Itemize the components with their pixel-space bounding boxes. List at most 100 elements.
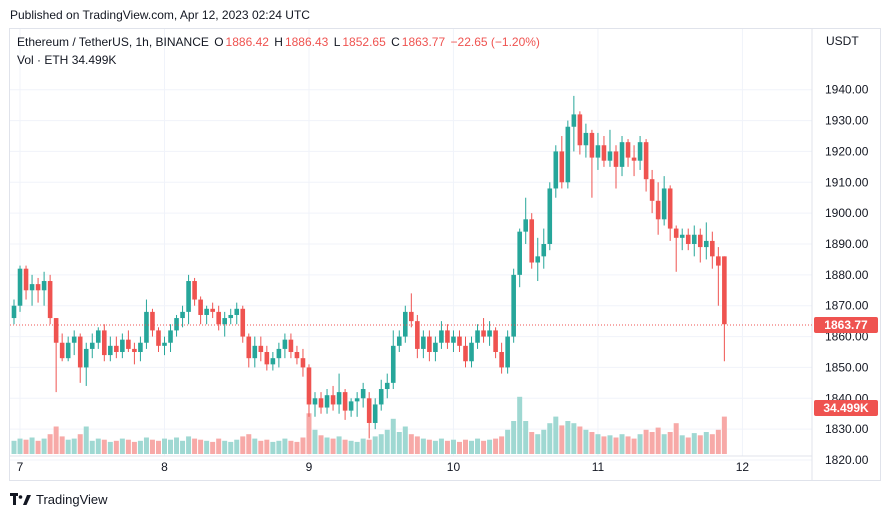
legend-close-label: C — [391, 35, 400, 49]
volume-bar — [312, 429, 318, 454]
candle-body — [535, 256, 541, 263]
volume-bar — [402, 426, 408, 454]
legend-open-label: O — [214, 35, 224, 49]
volume-bar — [625, 436, 631, 454]
candle-body — [595, 145, 601, 158]
candle-body — [505, 336, 510, 368]
volume-bar — [456, 441, 462, 454]
volume-bar — [131, 441, 137, 454]
candle-body — [631, 157, 637, 161]
candle-body — [679, 234, 685, 238]
x-tick-label: 8 — [161, 460, 168, 474]
y-tick-label: 1910.00 — [825, 175, 869, 189]
candle-body — [240, 308, 246, 337]
candle-body — [210, 308, 215, 312]
volume-bar — [709, 434, 715, 454]
candle-body — [95, 330, 101, 343]
candle-body — [607, 151, 613, 161]
volume-bar — [631, 438, 637, 454]
volume-bar — [53, 426, 59, 454]
volume-bar — [216, 438, 222, 454]
candle-body — [83, 348, 89, 368]
volume-bar — [186, 436, 192, 454]
volume-bar — [204, 440, 210, 454]
candle-body — [571, 114, 577, 127]
candle-body — [264, 352, 270, 365]
candle-body — [65, 342, 71, 359]
candle-body — [228, 314, 234, 319]
candle-body — [637, 142, 643, 161]
candle-body — [41, 281, 47, 291]
volume-bar — [101, 439, 107, 454]
x-tick-label: 12 — [736, 460, 750, 474]
legend-change: −22.65 (−1.20%) — [450, 35, 540, 49]
volume-bar — [535, 434, 541, 454]
volume-bar — [125, 439, 131, 454]
volume-bar — [715, 429, 721, 454]
legend-open-value: 1886.42 — [225, 35, 269, 49]
candle-body — [294, 352, 300, 359]
candle-body — [697, 234, 703, 248]
candle-body — [168, 330, 173, 343]
candle-body — [415, 321, 420, 349]
volume-bar — [703, 432, 709, 454]
y-tick-label: 1940.00 — [825, 83, 869, 97]
volume-bar — [95, 438, 101, 454]
volume-bar — [89, 440, 95, 454]
candle-body — [150, 311, 155, 331]
candle-body — [288, 339, 294, 353]
candle-body — [390, 345, 396, 383]
x-tick-label: 11 — [592, 460, 605, 474]
candle-body — [276, 348, 282, 359]
legend-volume: Vol · ETH 34.499K — [17, 53, 116, 67]
candle-body — [511, 274, 516, 337]
candle-body — [53, 318, 59, 343]
volume-bar — [601, 436, 607, 454]
candle-body — [108, 345, 113, 356]
candle-body — [661, 188, 667, 220]
volume-bar — [264, 439, 270, 454]
volume-bar — [667, 432, 673, 454]
candle-body — [258, 345, 264, 353]
y-tick-label: 1890.00 — [825, 237, 869, 251]
chart-frame — [9, 28, 881, 481]
volume-bar — [414, 436, 420, 454]
candle-body — [601, 145, 607, 161]
volume-bar — [17, 438, 23, 454]
candle-body — [282, 339, 288, 349]
volume-bar — [499, 436, 505, 454]
volume-bar — [330, 438, 336, 454]
footer-brand[interactable]: TradingView — [10, 492, 108, 507]
volume-bar — [41, 438, 47, 454]
y-tick-label: 1820.00 — [825, 453, 869, 467]
candle-body — [396, 336, 402, 346]
volume-bar — [35, 440, 41, 454]
candle-body — [336, 392, 342, 405]
volume-bar — [83, 426, 89, 454]
candle-body — [330, 395, 336, 405]
volume-bar — [318, 435, 324, 454]
candle-body — [409, 311, 414, 322]
volume-bar — [384, 429, 390, 454]
volume-bar — [294, 441, 300, 454]
volume-bar — [366, 439, 372, 454]
candle-body — [204, 308, 209, 315]
volume-bar — [77, 434, 83, 454]
published-caption: Published on TradingView.com, Apr 12, 20… — [10, 8, 310, 22]
candle-body — [29, 284, 35, 291]
volume-bar — [607, 435, 613, 454]
candle-body — [433, 342, 438, 353]
candle-body — [198, 299, 203, 315]
volume-bar — [336, 436, 342, 454]
volume-bar — [619, 434, 625, 454]
candle-body — [499, 352, 504, 368]
candle-body — [517, 231, 522, 275]
volume-bar — [252, 438, 258, 454]
volume-bar — [168, 439, 174, 454]
volume-bar — [246, 434, 252, 454]
candle-body — [649, 179, 655, 201]
candle-body — [114, 345, 119, 353]
candle-body — [312, 398, 318, 405]
candle-body — [144, 311, 149, 343]
